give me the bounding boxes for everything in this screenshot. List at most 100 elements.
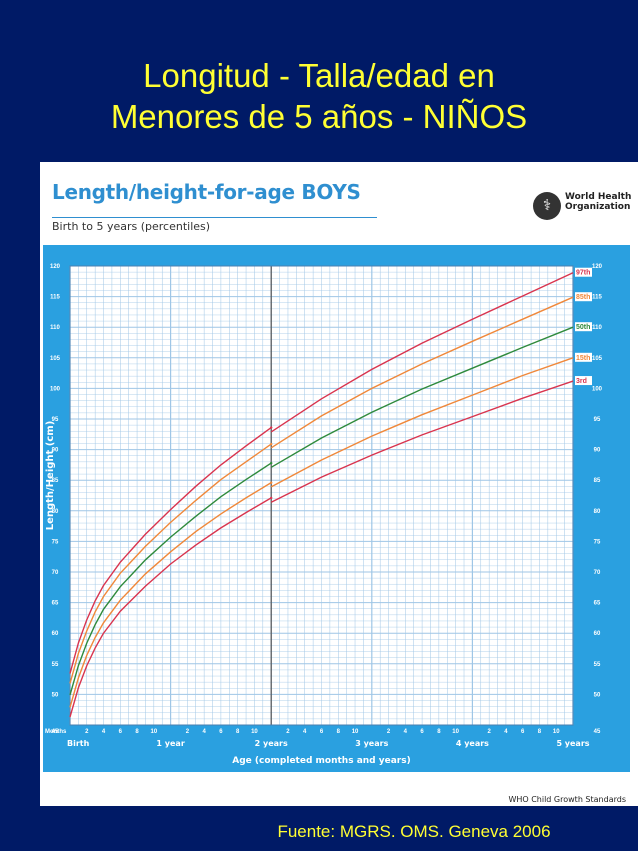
series-shift-point	[270, 442, 273, 446]
y-tick-label-right: 95	[594, 417, 601, 423]
y-tick-label-right: 90	[594, 448, 601, 454]
series-line-15th-height	[270, 357, 574, 488]
series-line-97th-height	[270, 272, 574, 433]
y-tick-label-right: 45	[594, 729, 601, 735]
series-label-3rd: 3rd	[576, 378, 587, 385]
month-tick-label: 8	[337, 729, 341, 735]
series-label-bg	[575, 352, 592, 362]
x-axis-label: Age (completed months and years)	[232, 756, 410, 766]
month-tick-label: 8	[236, 729, 240, 735]
y-tick-label-left: 90	[52, 448, 59, 454]
y-tick-label-left: 65	[52, 601, 59, 607]
month-tick-label: 2	[286, 729, 290, 735]
series-line-50th	[69, 462, 272, 696]
who-emblem-icon: ⚕	[533, 192, 561, 220]
y-tick-label-right: 110	[592, 325, 602, 331]
y-tick-label-right: 115	[592, 295, 602, 301]
month-tick-label: 6	[119, 729, 123, 735]
series-label-97th: 97th	[576, 270, 590, 277]
series-line-85th	[69, 443, 272, 684]
month-tick-label: 2	[387, 729, 391, 735]
y-tick-label-left: 85	[52, 478, 59, 484]
month-tick-label: 6	[320, 729, 324, 735]
y-tick-label-right: 80	[594, 509, 601, 515]
month-tick-label: 2	[85, 729, 89, 735]
series-line-15th	[69, 482, 272, 708]
year-label: 4 years	[456, 739, 489, 748]
chart-title: Length/height-for-age BOYS	[52, 180, 361, 204]
series-line-85th-height	[270, 296, 574, 449]
series-shift-point	[270, 461, 273, 465]
year-label: Birth	[67, 739, 90, 748]
slide-title: Longitud - Talla/edad en Menores de 5 añ…	[0, 55, 638, 137]
y-tick-label-left: 105	[50, 356, 61, 362]
series-shift-point	[270, 496, 273, 500]
y-tick-label-left: 110	[50, 325, 60, 331]
y-tick-label-left: 70	[52, 570, 59, 576]
month-tick-label: 10	[251, 729, 258, 735]
month-tick-label: 6	[420, 729, 424, 735]
series-label-bg	[575, 322, 592, 332]
y-axis-label: Length/Height (cm)	[45, 421, 56, 531]
month-tick-label: 10	[553, 729, 560, 735]
series-line-97th	[69, 427, 272, 674]
y-tick-label-right: 60	[594, 631, 601, 637]
series-label-bg	[575, 292, 592, 302]
y-tick-label-right: 65	[594, 601, 601, 607]
y-tick-label-right: 75	[594, 539, 601, 545]
y-tick-label-left: 120	[50, 264, 61, 270]
month-tick-label: 8	[135, 729, 139, 735]
month-tick-label: 4	[202, 729, 206, 735]
series-line-3rd-height	[270, 380, 574, 503]
who-name: World Health Organization	[565, 192, 632, 212]
title-underline	[52, 217, 377, 218]
month-tick-label: 8	[538, 729, 542, 735]
series-shift-point	[270, 481, 273, 484]
y-tick-label-left: 95	[52, 417, 59, 423]
y-tick-label-right: 50	[594, 692, 601, 698]
slide-title-line-2: Menores de 5 años - NIÑOS	[110, 98, 528, 135]
month-tick-label: 4	[102, 729, 106, 735]
month-tick-label: 4	[303, 729, 307, 735]
y-tick-label-right: 70	[594, 570, 601, 576]
year-label: 3 years	[355, 739, 388, 748]
series-line-3rd	[69, 497, 272, 718]
year-label: 2 years	[255, 739, 288, 748]
month-tick-label: 6	[219, 729, 223, 735]
y-tick-label-right: 105	[592, 356, 603, 362]
y-tick-label-right: 55	[594, 662, 601, 668]
y-tick-label-right: 120	[592, 264, 603, 270]
source-note: Fuente: MGRS. OMS. Geneva 2006	[277, 822, 551, 841]
chart-card: Length/height-for-age BOYS Birth to 5 ye…	[40, 162, 638, 806]
y-tick-label-left: 100	[50, 386, 61, 392]
slide-title-line-1: Longitud - Talla/edad en	[143, 57, 495, 94]
month-tick-label: 10	[352, 729, 359, 735]
plot-border	[69, 265, 574, 726]
year-label: 1 year	[156, 739, 184, 748]
months-label: Months	[45, 729, 67, 735]
month-tick-label: 8	[437, 729, 441, 735]
y-tick-label-right: 85	[594, 478, 601, 484]
series-label-85th: 85th	[576, 294, 590, 301]
growth-chart: 45 45 50 50 55 55 60 60 65 65 70 70 75 75 80 80 85 85 90 90…	[45, 264, 603, 766]
y-tick-label-left: 75	[52, 539, 59, 545]
series-shift-point	[270, 426, 273, 429]
chart-panel: 45 45 50 50 55 55 60 60 65 65 70 70 75 75 80 80 85 85 90 90…	[43, 245, 630, 772]
y-tick-label-left: 115	[50, 295, 60, 301]
series-label-bg	[575, 267, 592, 277]
series-label-bg	[575, 376, 592, 386]
chart-subtitle: Birth to 5 years (percentiles)	[52, 220, 211, 233]
y-tick-label-left: 60	[52, 631, 59, 637]
month-tick-label: 4	[404, 729, 408, 735]
footer-note: WHO Child Growth Standards	[508, 795, 626, 804]
y-tick-label-left: 45	[52, 729, 59, 735]
year-label: 5 years	[556, 739, 589, 748]
month-tick-label: 6	[521, 729, 525, 735]
series-line-50th-height	[270, 326, 574, 468]
month-tick-label: 4	[504, 729, 508, 735]
month-tick-label: 10	[452, 729, 459, 735]
month-tick-label: 2	[487, 729, 491, 735]
series-label-50th: 50th	[576, 324, 590, 331]
month-tick-label: 2	[186, 729, 190, 735]
y-tick-label-right: 100	[592, 386, 603, 392]
